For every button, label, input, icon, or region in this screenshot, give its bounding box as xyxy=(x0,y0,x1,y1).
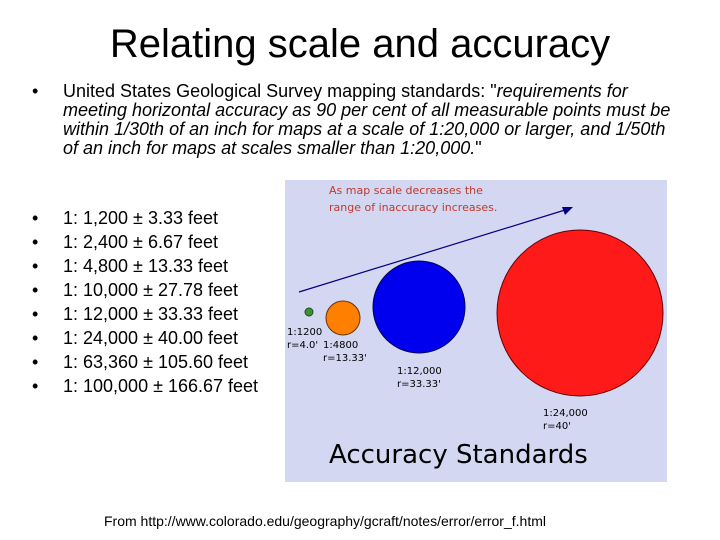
bullet-glyph: • xyxy=(32,280,39,300)
list-item-text: 1: 1,200 ± 3.33 feet xyxy=(63,208,218,228)
figure-heading: Accuracy Standards xyxy=(329,440,588,470)
label-1200-scale: 1:1200 xyxy=(287,327,322,338)
bullet-glyph: • xyxy=(32,256,39,276)
list-item-text: 1: 24,000 ± 40.00 feet xyxy=(63,328,239,348)
trend-arrow-head xyxy=(562,207,573,215)
source-citation: From http://www.colorado.edu/geography/g… xyxy=(104,513,546,529)
list-item-text: 1: 100,000 ± 166.67 feet xyxy=(63,376,259,396)
label-4800-scale: 1:4800 xyxy=(323,340,358,351)
bullet-glyph: • xyxy=(32,81,39,101)
intro-tail: " xyxy=(475,138,482,158)
list-item-text: 1: 10,000 ± 27.78 feet xyxy=(63,280,239,300)
label-24000-scale: 1:24,000 xyxy=(543,408,588,419)
circle-1200 xyxy=(304,307,314,317)
intro-lead: United States Geological Survey mapping … xyxy=(63,81,497,101)
slide-title: Relating scale and accuracy xyxy=(109,22,611,66)
figure-caption-line2: range of inaccuracy increases. xyxy=(329,201,497,214)
label-1200-range: r=4.0' xyxy=(287,340,318,351)
bullet-glyph: • xyxy=(32,232,39,252)
list-item: • 1: 100,000 ± 166.67 feet xyxy=(32,374,282,398)
intro-bullet: • United States Geological Survey mappin… xyxy=(32,82,672,158)
figure-caption-line1: As map scale decreases the xyxy=(329,184,483,197)
accuracy-figure-svg: As map scale decreases the range of inac… xyxy=(287,184,664,470)
bullet-glyph: • xyxy=(32,328,39,348)
list-item-text: 1: 63,360 ± 105.60 feet xyxy=(63,352,249,372)
scale-accuracy-list: • 1: 1,200 ± 3.33 feet • 1: 2,400 ± 6.67 f… xyxy=(32,206,282,398)
circle-12000 xyxy=(372,260,466,354)
list-item: • 1: 10,000 ± 27.78 feet xyxy=(32,278,282,302)
list-item: • 1: 24,000 ± 40.00 feet xyxy=(32,326,282,350)
bullet-glyph: • xyxy=(32,376,39,396)
label-4800-range: r=13.33' xyxy=(323,353,367,364)
label-12000-range: r=33.33' xyxy=(397,379,441,390)
list-item: • 1: 2,400 ± 6.67 feet xyxy=(32,230,282,254)
circle-4800 xyxy=(325,300,361,336)
list-item: • 1: 4,800 ± 13.33 feet xyxy=(32,254,282,278)
intro-quote: requirements for meeting horizontal accu… xyxy=(63,81,671,158)
list-item: • 1: 63,360 ± 105.60 feet xyxy=(32,350,282,374)
bullet-glyph: • xyxy=(32,208,39,228)
intro-text: United States Geological Survey mapping … xyxy=(63,82,672,158)
list-item: • 1: 12,000 ± 33.33 feet xyxy=(32,302,282,326)
accuracy-standards-figure: As map scale decreases the range of inac… xyxy=(285,180,667,482)
list-item-text: 1: 12,000 ± 33.33 feet xyxy=(63,304,239,324)
label-24000-range: r=40' xyxy=(543,421,571,432)
bullet-glyph: • xyxy=(32,304,39,324)
bullet-glyph: • xyxy=(32,352,39,372)
trend-arrow-line xyxy=(298,209,566,293)
label-12000-scale: 1:12,000 xyxy=(397,366,442,377)
list-item-text: 1: 4,800 ± 13.33 feet xyxy=(63,256,229,276)
list-item: • 1: 1,200 ± 3.33 feet xyxy=(32,206,282,230)
list-item-text: 1: 2,400 ± 6.67 feet xyxy=(63,232,218,252)
circle-24000 xyxy=(496,229,664,397)
